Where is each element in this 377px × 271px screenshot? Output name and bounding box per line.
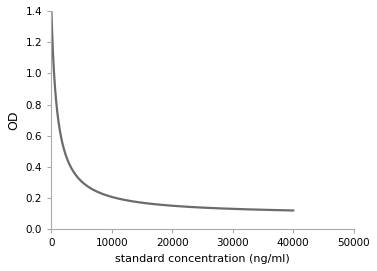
Y-axis label: OD: OD	[7, 111, 20, 130]
X-axis label: standard concentration (ng/ml): standard concentration (ng/ml)	[115, 254, 290, 264]
